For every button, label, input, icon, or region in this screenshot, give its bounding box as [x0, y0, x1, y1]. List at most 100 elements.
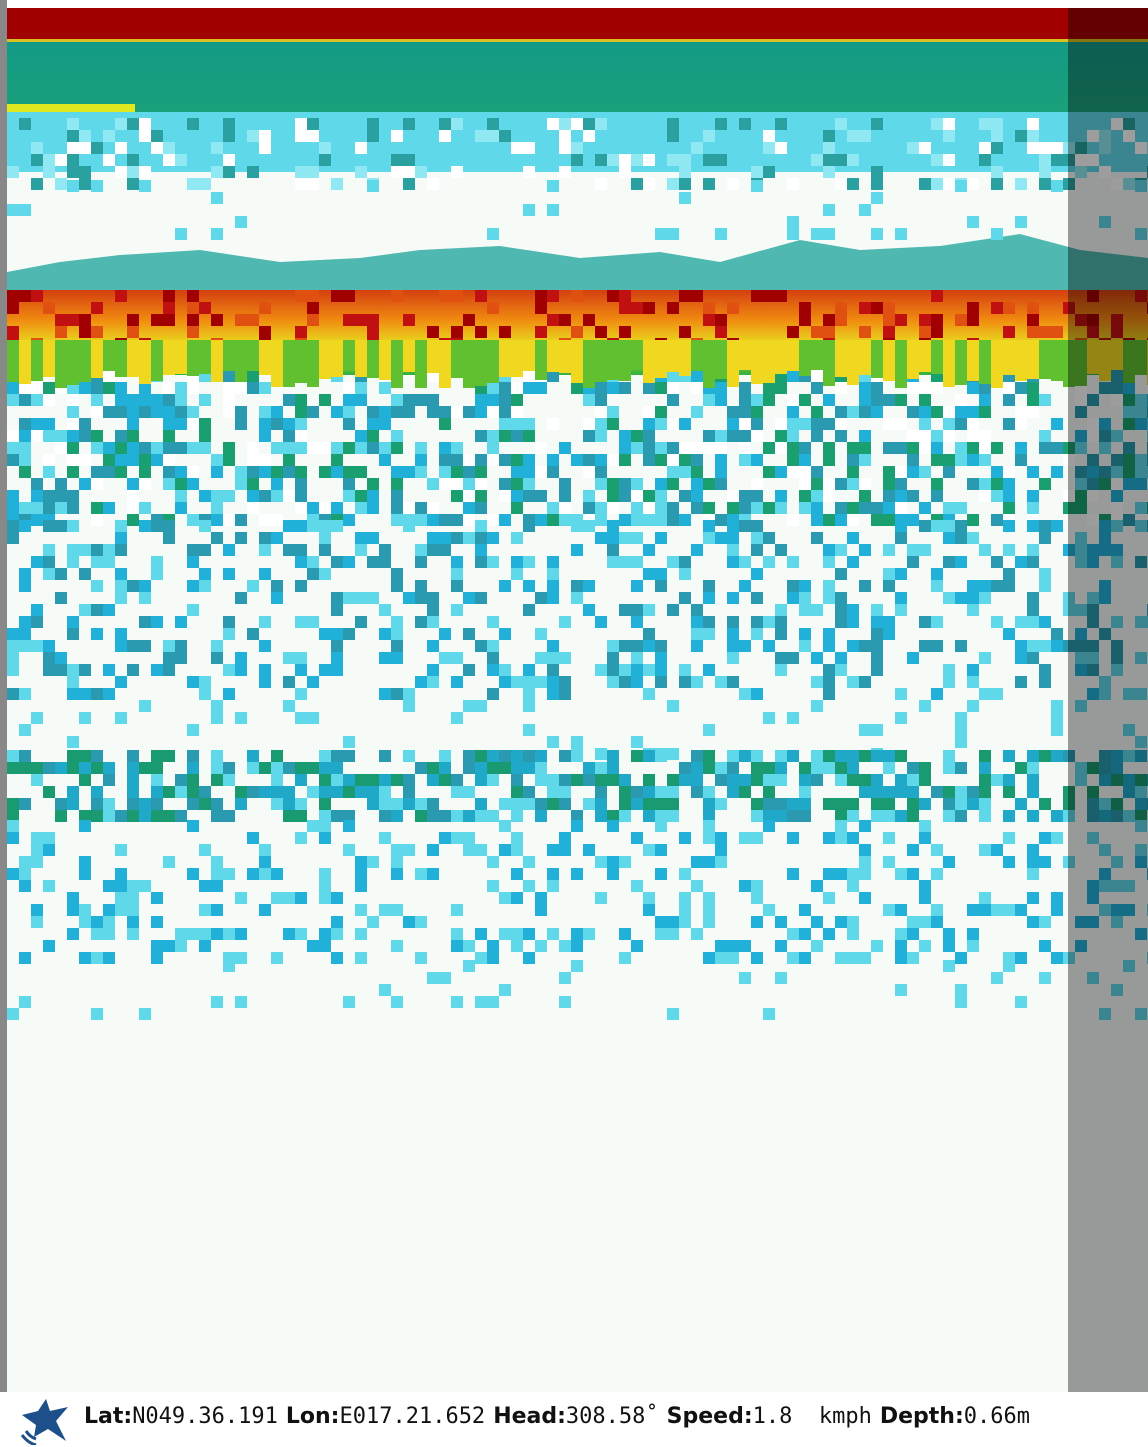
echo-cell: [499, 664, 511, 676]
echo-cell: [931, 442, 943, 454]
echo-cell: [979, 406, 991, 418]
echo-cell: [355, 952, 367, 964]
echo-cell: [871, 192, 883, 204]
echo-cell: [91, 442, 103, 454]
echo-cell: [583, 418, 595, 430]
echo-cell: [1003, 580, 1015, 592]
echo-cell: [763, 532, 775, 544]
echo-cell: [823, 204, 835, 216]
echo-cell: [751, 798, 763, 810]
echo-cell: [451, 568, 463, 580]
echo-cell: [727, 592, 739, 604]
echo-cell: [7, 442, 19, 454]
echo-cell: [247, 454, 259, 466]
echo-cell: [835, 502, 847, 514]
echo-cell: [991, 688, 1003, 700]
echo-cell: [655, 382, 667, 394]
echo-cell: [379, 442, 391, 454]
echo-cell: [7, 820, 19, 832]
echo-cell: [7, 532, 19, 544]
echo-cell: [355, 928, 367, 940]
echo-cell: [691, 856, 703, 868]
echo-cell: [391, 774, 403, 786]
echo-cell: [1027, 326, 1039, 338]
echo-cell: [547, 774, 559, 786]
echo-cell: [1051, 640, 1063, 652]
echo-cell: [895, 442, 907, 454]
echo-cell: [307, 314, 319, 326]
echo-cell: [835, 302, 847, 314]
echo-cell: [1027, 640, 1039, 652]
echo-cell: [199, 904, 211, 916]
echo-cell: [91, 916, 103, 928]
echo-cell: [895, 532, 907, 544]
echo-cell: [631, 478, 643, 490]
echo-cell: [559, 118, 571, 130]
echo-cell: [1027, 810, 1039, 822]
echo-cell: [811, 604, 823, 616]
echo-cell: [583, 490, 595, 502]
echo-cell: [331, 178, 343, 190]
echo-cell: [175, 774, 187, 786]
echo-cell: [919, 314, 931, 326]
echo-cell: [355, 532, 367, 544]
echo-cell: [463, 786, 475, 798]
echo-cell: [619, 478, 631, 490]
echo-cell: [943, 664, 955, 676]
echo-cell: [271, 418, 283, 430]
echo-cell: [883, 568, 895, 580]
echo-cell: [883, 904, 895, 916]
echo-cell: [655, 652, 667, 664]
echo-cell: [283, 466, 295, 478]
echo-cell: [319, 394, 331, 406]
echo-cell: [763, 466, 775, 478]
echo-cell: [931, 616, 943, 628]
echo-cell: [727, 786, 739, 798]
echo-cell: [319, 502, 331, 514]
echo-cell: [847, 130, 859, 142]
echo-cell: [223, 490, 235, 502]
echo-cell: [511, 406, 523, 418]
echo-cell: [907, 810, 919, 822]
echo-cell: [235, 466, 247, 478]
echo-cell: [211, 928, 223, 940]
echo-cell: [403, 688, 415, 700]
echo-cell: [967, 700, 979, 712]
echo-cell: [487, 640, 499, 652]
echo-cell: [931, 916, 943, 928]
echo-cell: [859, 490, 871, 502]
echo-cell: [463, 750, 475, 762]
echo-cell: [271, 952, 283, 964]
echo-cell: [31, 616, 43, 628]
echo-cell: [199, 676, 211, 688]
echo-cell: [739, 940, 751, 952]
echo-cell: [439, 762, 451, 774]
echo-cell: [259, 340, 271, 375]
echo-cell: [163, 750, 175, 762]
echo-cell: [511, 844, 523, 856]
echo-cell: [295, 118, 307, 130]
echo-cell: [223, 544, 235, 556]
echo-cell: [859, 130, 871, 142]
echo-cell: [955, 996, 967, 1008]
echo-cell: [163, 302, 175, 314]
echo-cell: [1015, 616, 1027, 628]
echo-cell: [679, 762, 691, 774]
echo-cell: [91, 750, 103, 762]
echo-cell: [451, 340, 463, 378]
echo-cell: [715, 326, 727, 338]
echo-cell: [523, 490, 535, 502]
echo-cell: [187, 750, 199, 762]
echo-cell: [1039, 750, 1051, 762]
echo-cell: [487, 652, 499, 664]
echo-cell: [883, 762, 895, 774]
echo-cell: [319, 762, 331, 774]
echo-cell: [31, 640, 43, 652]
echo-cell: [475, 502, 487, 514]
echo-cell: [559, 616, 571, 628]
echo-cell: [775, 604, 787, 616]
echo-cell: [319, 520, 331, 532]
echo-cell: [19, 688, 31, 700]
echo-cell: [391, 868, 403, 880]
echo-cell: [1027, 142, 1039, 154]
